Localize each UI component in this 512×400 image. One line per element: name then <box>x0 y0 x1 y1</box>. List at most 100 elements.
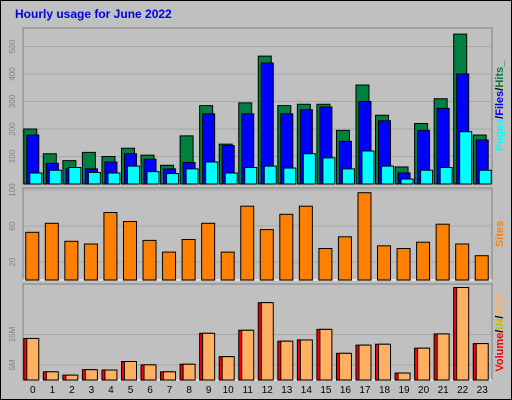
out-bar <box>358 344 372 381</box>
pages-bar <box>400 178 414 185</box>
pages-bar <box>322 157 336 185</box>
chart-title: Hourly usage for June 2022 <box>15 7 172 21</box>
y-tick-label: 500 <box>8 39 17 53</box>
y-tick-label: 200 <box>8 122 17 136</box>
sites-bar <box>474 255 489 281</box>
y-tick-label: 400 <box>8 67 17 81</box>
pages-bar <box>381 165 395 185</box>
x-tick-label: 5 <box>128 385 134 396</box>
sites-bar <box>220 251 235 281</box>
pages-bar <box>29 172 43 185</box>
y-tick-label: 300 <box>8 94 17 108</box>
legend-entry: / <box>494 88 506 91</box>
sites-bar <box>357 192 372 281</box>
pages-bar <box>205 161 219 185</box>
y-tick-label: 5M <box>8 359 17 370</box>
x-tick-label: 11 <box>243 385 254 396</box>
panel-0 <box>22 27 493 185</box>
out-bar <box>202 332 216 381</box>
out-bar <box>241 329 255 381</box>
sites-bar <box>142 239 157 281</box>
sites-bar <box>377 245 392 281</box>
x-tick-label: 12 <box>262 385 274 396</box>
x-tick-label: 0 <box>30 385 36 396</box>
x-tick-label: 8 <box>186 385 192 396</box>
sites-bar <box>201 222 216 281</box>
pages-bar <box>48 169 62 185</box>
x-tick-label: 20 <box>418 385 430 396</box>
out-bar <box>397 372 411 381</box>
x-tick-label: 10 <box>223 385 235 396</box>
series-legend-1: Sites <box>494 221 506 247</box>
pages-bar <box>68 167 82 185</box>
legend-entry: Sites <box>494 221 506 247</box>
sites-bar <box>455 243 470 281</box>
out-bar <box>260 302 274 381</box>
out-bar <box>299 339 313 381</box>
pages-bar <box>126 165 140 185</box>
out-bar <box>475 343 489 381</box>
out-bar <box>104 369 118 381</box>
y-tick-label: 100 <box>8 149 17 163</box>
out-bar <box>45 371 59 381</box>
x-tick-label: 16 <box>340 385 352 396</box>
pages-bar <box>244 167 258 185</box>
pages-bar <box>146 171 160 185</box>
out-bar <box>143 364 157 381</box>
pages-bar <box>361 150 375 185</box>
x-tick-label: 6 <box>147 385 153 396</box>
legend-entry: / <box>494 330 506 333</box>
legend-entry: Hits_ <box>494 60 506 88</box>
x-tick-label: 18 <box>379 385 391 396</box>
legend-entry: IN <box>494 319 506 330</box>
sites-bar <box>416 241 431 281</box>
out-bar <box>319 328 333 381</box>
legend-entry: Files <box>494 91 506 116</box>
legend-entry: Volume <box>494 333 506 372</box>
sites-bar <box>25 231 40 281</box>
out-bar <box>26 337 40 381</box>
x-tick-label: 2 <box>69 385 75 396</box>
legend-entry: / <box>494 116 506 119</box>
x-tick-label: 15 <box>320 385 332 396</box>
sites-bar <box>298 205 313 281</box>
x-tick-label: 7 <box>167 385 173 396</box>
x-tick-label: 3 <box>89 385 95 396</box>
pages-bar <box>107 172 121 185</box>
sites-bar <box>162 251 177 281</box>
sites-bar <box>83 243 98 281</box>
out-bar <box>65 374 79 381</box>
panel-2 <box>22 283 493 381</box>
panel-1 <box>22 187 493 281</box>
series-legend-0: Pages/Files/Hits_ <box>494 60 506 151</box>
pages-bar <box>459 131 473 185</box>
x-tick-label: 21 <box>438 385 450 396</box>
pages-bar <box>263 165 277 185</box>
out-bar <box>123 361 137 381</box>
out-bar <box>182 363 196 381</box>
x-tick-label: 22 <box>457 385 469 396</box>
pages-bar <box>224 172 238 185</box>
x-tick-label: 19 <box>399 385 411 396</box>
sites-bar <box>181 239 196 281</box>
y-tick-label: 100 <box>8 183 17 197</box>
pages-bar <box>302 153 316 185</box>
sites-bar <box>259 229 274 281</box>
sites-bar <box>103 212 118 281</box>
pages-bar <box>166 173 180 185</box>
pages-bar <box>283 167 297 185</box>
out-bar <box>163 371 177 381</box>
out-bar <box>417 347 431 381</box>
sites-bar <box>64 240 79 281</box>
legend-entry: OUT <box>494 292 506 316</box>
x-tick-label: 9 <box>206 385 212 396</box>
sites-bar <box>396 248 411 281</box>
pages-bar <box>87 171 101 185</box>
sites-bar <box>337 236 352 281</box>
pages-bar <box>185 168 199 185</box>
x-tick-label: 14 <box>301 385 313 396</box>
pages-bar <box>439 167 453 185</box>
x-tick-label: 17 <box>359 385 371 396</box>
